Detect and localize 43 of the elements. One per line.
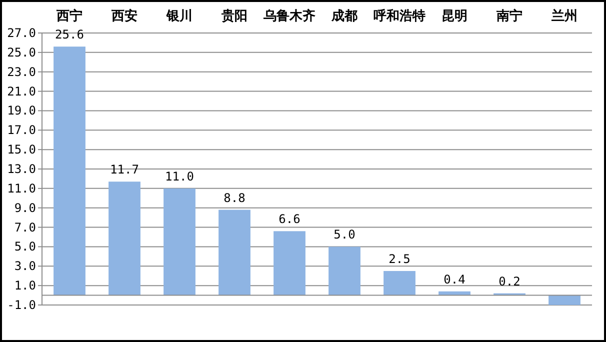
data-label: 6.6 (278, 212, 300, 226)
y-tick-label: 3.0 (14, 259, 36, 274)
y-tick-label: 9.0 (14, 200, 36, 215)
data-label: 0.2 (498, 274, 520, 288)
x-tick-label: 贵阳 (220, 8, 248, 24)
x-tick-label: 西宁 (56, 8, 82, 24)
y-tick-label: 13.0 (7, 162, 36, 176)
y-tick-label: 25.0 (7, 45, 36, 60)
y-tick-label: 27.0 (7, 26, 36, 40)
x-tick-label: 乌鲁木齐 (262, 8, 316, 24)
x-tick-label: 昆明 (442, 9, 468, 24)
bar (438, 291, 470, 296)
y-tick-label: 1.0 (14, 278, 36, 293)
x-tick-label: 成都 (330, 9, 358, 24)
data-label: 11.7 (110, 162, 139, 177)
x-tick-label: 南宁 (496, 8, 522, 24)
y-tick-label: 21.0 (7, 84, 36, 98)
y-tick-label: 15.0 (7, 142, 36, 157)
x-tick-label: 兰州 (550, 8, 578, 24)
data-label: 11.0 (165, 169, 194, 184)
bar (328, 246, 360, 296)
y-tick-label: -1.0 (7, 298, 36, 312)
bar (274, 231, 306, 296)
y-tick-label: 7.0 (14, 220, 36, 234)
bar (218, 210, 250, 296)
x-tick-label: 银川 (166, 9, 192, 24)
x-tick-label: 西安 (110, 8, 138, 24)
bar (548, 295, 580, 305)
data-label: 0.4 (444, 272, 466, 286)
data-label: 8.8 (224, 190, 246, 205)
y-tick-label: 17.0 (7, 123, 36, 138)
bar (164, 188, 196, 296)
y-tick-label: 5.0 (14, 240, 36, 254)
y-tick-label: 11.0 (7, 181, 36, 196)
data-label: 2.5 (388, 252, 410, 266)
bar (384, 271, 416, 296)
data-label: 25.6 (55, 28, 84, 42)
x-tick-label: 呼和浩特 (374, 8, 426, 24)
data-label: 5.0 (334, 228, 356, 242)
bar (54, 46, 86, 296)
bar (108, 182, 140, 296)
y-tick-label: 19.0 (7, 104, 36, 118)
y-tick-label: 23.0 (7, 64, 36, 79)
